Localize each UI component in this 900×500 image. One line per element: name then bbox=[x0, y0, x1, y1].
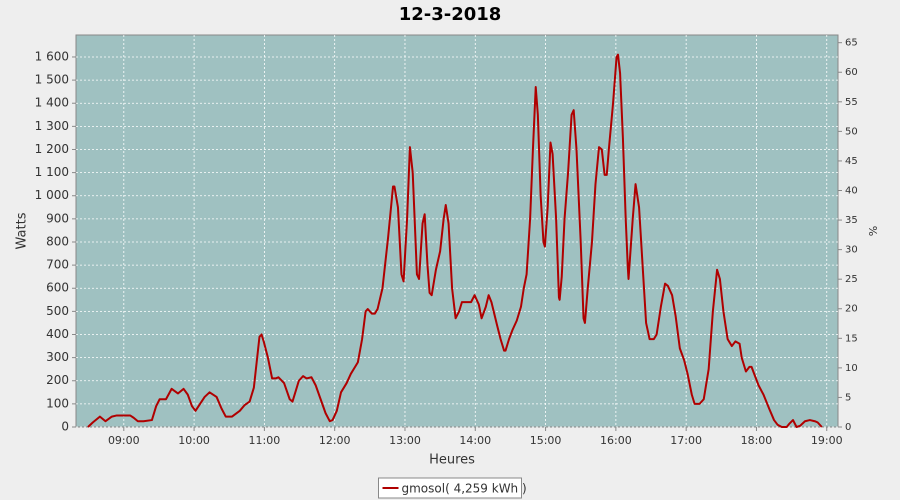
x-tick-label: 14:00 bbox=[459, 434, 491, 447]
x-tick-label: 11:00 bbox=[249, 434, 281, 447]
y2-tick-label: 55 bbox=[845, 97, 858, 108]
y-tick-label: 1 400 bbox=[35, 96, 69, 110]
y2-tick-label: 25 bbox=[845, 274, 858, 285]
y-tick-label: 1 300 bbox=[35, 119, 69, 133]
y-tick-label: 1 100 bbox=[35, 165, 69, 179]
x-tick-label: 16:00 bbox=[600, 434, 632, 447]
y-axis-label: Watts bbox=[15, 212, 30, 249]
y-tick-label: 600 bbox=[46, 281, 69, 295]
data-line bbox=[87, 53, 823, 428]
y2-tick-label: 60 bbox=[845, 67, 858, 78]
x-tick-label: 18:00 bbox=[741, 434, 773, 447]
y-tick-label: 400 bbox=[46, 327, 69, 341]
plot-area bbox=[75, 34, 839, 428]
y2-tick-label: 5 bbox=[845, 392, 851, 403]
x-tick-label: 12:00 bbox=[319, 434, 351, 447]
y2-tick-label: 20 bbox=[845, 304, 858, 315]
y-tick-label: 1 000 bbox=[35, 188, 69, 202]
legend-label: gmosol( 4,259 kWh ) bbox=[402, 482, 527, 496]
y-tick-label: 900 bbox=[46, 211, 69, 225]
y2-tick-label: 65 bbox=[845, 38, 858, 49]
y-tick-label: 500 bbox=[46, 304, 69, 318]
y-tick-label: 1 500 bbox=[35, 73, 69, 87]
y-tick-label: 100 bbox=[46, 396, 69, 410]
x-tick-label: 10:00 bbox=[178, 434, 210, 447]
y2-tick-label: 35 bbox=[845, 215, 858, 226]
y-tick-label: 800 bbox=[46, 234, 69, 248]
legend-box bbox=[378, 477, 522, 499]
y-tick-label: 700 bbox=[46, 258, 69, 272]
y2-tick-label: 15 bbox=[845, 333, 858, 344]
chart-title: 12-3-2018 bbox=[399, 4, 502, 25]
x-axis-label: Heures bbox=[429, 453, 475, 468]
x-tick-label: 09:00 bbox=[108, 434, 140, 447]
y2-tick-label: 30 bbox=[845, 245, 858, 256]
y2-tick-label: 50 bbox=[845, 126, 858, 137]
y-tick-label: 0 bbox=[61, 420, 69, 434]
y-tick-label: 1 200 bbox=[35, 142, 69, 156]
y2-tick-label: 45 bbox=[845, 156, 858, 167]
x-tick-label: 17:00 bbox=[670, 434, 702, 447]
x-tick-label: 19:00 bbox=[811, 434, 843, 447]
x-tick-label: 15:00 bbox=[530, 434, 562, 447]
y-tick-label: 200 bbox=[46, 373, 69, 387]
y2-tick-label: 10 bbox=[845, 363, 858, 374]
y2-tick-label: 0 bbox=[845, 422, 851, 433]
y2-axis-label: % bbox=[866, 226, 879, 236]
y-tick-label: 300 bbox=[46, 350, 69, 364]
x-tick-label: 13:00 bbox=[389, 434, 421, 447]
y2-tick-label: 40 bbox=[845, 185, 858, 196]
y-tick-label: 1 600 bbox=[35, 49, 69, 63]
